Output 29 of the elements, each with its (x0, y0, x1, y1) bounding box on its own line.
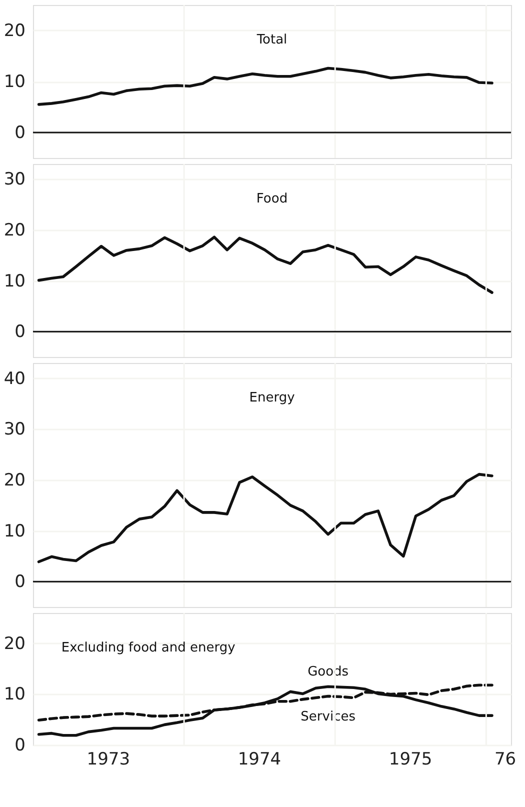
x-tick-label: 1973 (86, 750, 130, 770)
line-series (37, 472, 494, 564)
x-tick-label: 76 (494, 750, 516, 770)
y-tick-label: 10 (4, 684, 26, 705)
y-tick-label: 20 (4, 220, 26, 241)
series-label: Goods (308, 664, 349, 680)
y-tick-label: 0 (14, 736, 26, 756)
text: Food (256, 191, 288, 206)
y-tick-label: 20 (4, 21, 26, 41)
line-series (37, 685, 494, 737)
line-series (37, 66, 494, 106)
y-tick-label: 0 (14, 123, 26, 143)
text: Total (256, 32, 288, 48)
y-tick-label: 10 (4, 72, 26, 92)
y-tick-label: 40 (4, 368, 26, 389)
x-tick-label: 1975 (388, 750, 432, 770)
text: Excluding food and energy (61, 640, 236, 656)
x-tick-label: 1974 (238, 750, 282, 770)
y-tick-label: 0 (14, 322, 26, 342)
y-tick-label: 30 (4, 170, 26, 190)
line-series (37, 236, 494, 294)
y-tick-label: 30 (4, 420, 26, 440)
text: Energy (249, 390, 296, 406)
y-tick-label: 10 (4, 271, 26, 292)
y-tick-label: 20 (4, 634, 26, 654)
y-tick-label: 10 (4, 521, 26, 542)
y-tick-label: 0 (14, 572, 26, 592)
y-tick-label: 20 (4, 470, 26, 490)
series-label: Services (300, 709, 356, 724)
